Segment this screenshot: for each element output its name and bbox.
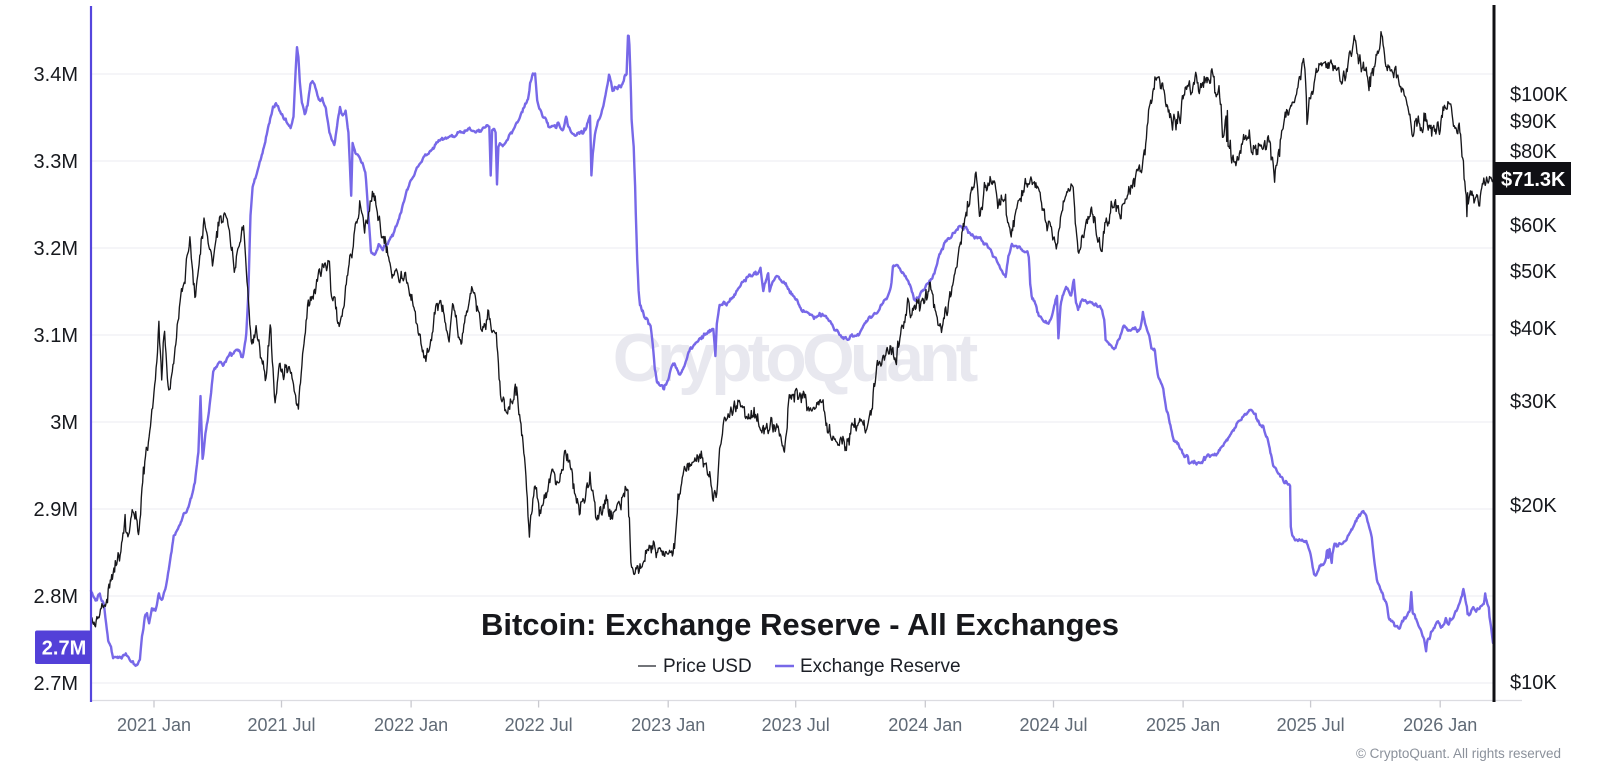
svg-text:3.2M: 3.2M [34,238,78,260]
svg-text:$10K: $10K [1510,672,1557,694]
svg-text:2026 Jan: 2026 Jan [1403,715,1477,735]
svg-text:3.3M: 3.3M [34,151,78,173]
svg-text:2.8M: 2.8M [34,586,78,608]
svg-text:$90K: $90K [1510,111,1557,133]
svg-text:2023 Jan: 2023 Jan [631,715,705,735]
svg-text:© CryptoQuant. All rights rese: © CryptoQuant. All rights reserved [1356,746,1561,761]
svg-text:2025 Jan: 2025 Jan [1146,715,1220,735]
svg-text:$71.3K: $71.3K [1501,169,1566,191]
svg-text:2021 Jul: 2021 Jul [247,715,315,735]
svg-text:2022 Jul: 2022 Jul [505,715,573,735]
svg-text:$30K: $30K [1510,391,1557,413]
svg-text:2024 Jan: 2024 Jan [888,715,962,735]
svg-text:$100K: $100K [1510,84,1568,106]
svg-text:2.7M: 2.7M [42,638,86,660]
svg-text:Exchange Reserve: Exchange Reserve [800,656,961,677]
svg-text:2025 Jul: 2025 Jul [1277,715,1345,735]
svg-text:$80K: $80K [1510,141,1557,163]
svg-text:3.1M: 3.1M [34,325,78,347]
svg-text:3.4M: 3.4M [34,64,78,86]
svg-text:$60K: $60K [1510,215,1557,237]
svg-text:Price USD: Price USD [663,656,752,677]
svg-text:$50K: $50K [1510,261,1557,283]
svg-text:$40K: $40K [1510,318,1557,340]
svg-text:2024 Jul: 2024 Jul [1019,715,1087,735]
svg-text:2.9M: 2.9M [34,499,78,521]
svg-text:2021 Jan: 2021 Jan [117,715,191,735]
svg-text:$20K: $20K [1510,495,1557,517]
svg-text:2022 Jan: 2022 Jan [374,715,448,735]
svg-text:3M: 3M [50,412,78,434]
svg-text:CryptoQuant: CryptoQuant [613,320,978,396]
svg-text:Bitcoin: Exchange Reserve - Al: Bitcoin: Exchange Reserve - All Exchange… [481,607,1119,642]
svg-text:2023 Jul: 2023 Jul [762,715,830,735]
svg-text:2.7M: 2.7M [34,673,78,695]
